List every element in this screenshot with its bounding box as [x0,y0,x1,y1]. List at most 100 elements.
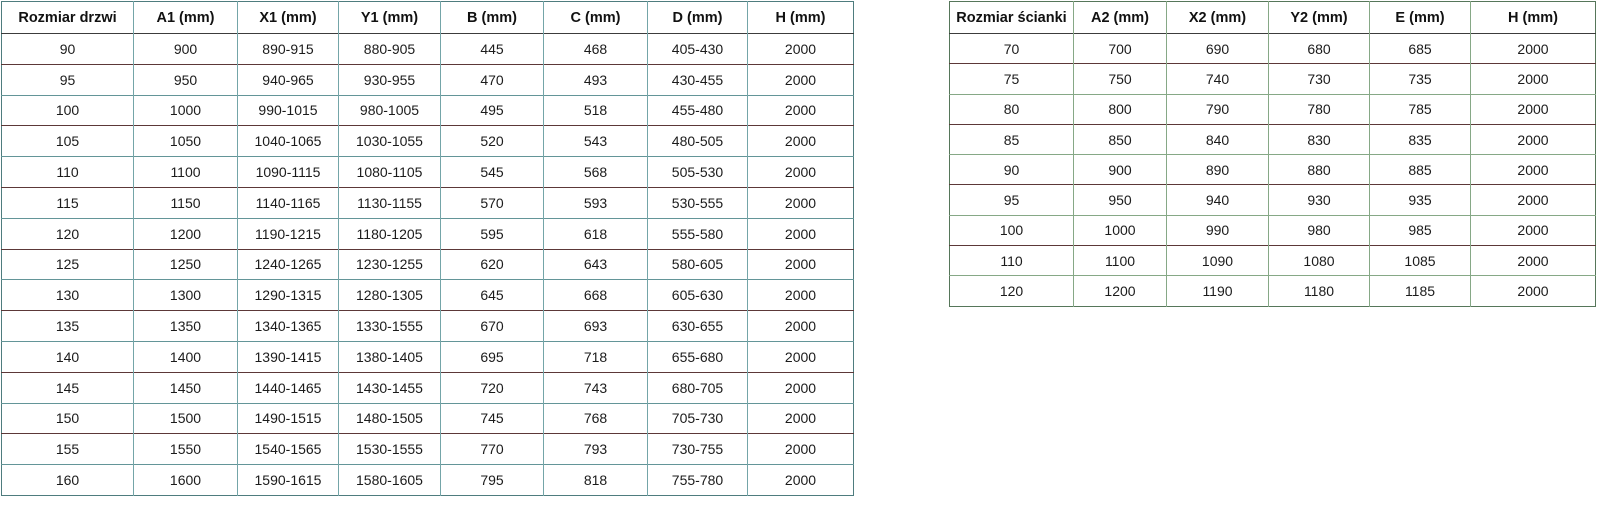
table-cell: 2000 [1470,245,1596,276]
table-cell: 1580-1605 [338,464,441,496]
table-cell: 445 [440,33,544,65]
door-size-table: Rozmiar drzwi A1 (mm) X1 (mm) Y1 (mm) B (mm)… [1,1,854,496]
table-cell: 690 [1166,33,1269,64]
table-cell: 935 [1369,184,1471,216]
column-header: Y1 (mm) [338,1,441,34]
column-header: E (mm) [1369,1,1471,34]
table-cell: 950 [1073,184,1167,216]
column-header: X1 (mm) [237,1,339,34]
table-cell: 900 [1073,154,1167,185]
table-cell: 568 [543,156,648,188]
table-row: 110 1100 1090 1080 1085 2000 [949,245,1596,276]
table-cell: 595 [440,218,544,250]
table-cell: 900 [133,33,238,65]
table-cell: 80 [1003,101,1020,118]
column-header: H (mm) [1470,1,1596,34]
table-cell: 2000 [747,433,854,465]
table-cell: 2000 [1470,33,1596,64]
table-cell: 743 [543,372,648,404]
table-cell: 620 [440,249,544,280]
table-row: 100 1000 990 980 985 2000 [949,215,1596,246]
table-cell: 890 [1166,154,1269,185]
table-cell: 755-780 [647,464,748,496]
table-row: 135 1350 1340-1365 1330-1555 670 693 630-655 20… [1,310,854,342]
table-cell: 705-730 [647,403,748,434]
table-cell: 700 [1073,33,1167,64]
table-row: 90 900 890-915 880-905 445 468 405-430 2000 [1,33,854,65]
table-cell: 1490-1515 [237,403,339,434]
table-cell: 90 [59,40,76,57]
table-cell: 1440-1465 [237,372,339,404]
table-cell: 155 [55,441,80,458]
table-cell: 1085 [1369,245,1471,276]
table-cell: 670 [440,310,544,342]
table-cell: 2000 [747,464,854,496]
table-cell: 1230-1255 [338,249,441,280]
table-cell: 1500 [133,403,238,434]
table-cell: 2000 [747,187,854,219]
column-header: C (mm) [543,1,648,34]
table-row: 80 800 790 780 785 2000 [949,94,1596,125]
table-cell: 1380-1405 [338,341,441,373]
table-cell: 130 [55,287,80,304]
table-cell: 785 [1369,94,1471,125]
table-cell: 2000 [1470,63,1596,95]
table-cell: 543 [543,125,648,157]
table-row: 130 1300 1290-1315 1280-1305 645 668 605-630 20… [1,279,854,311]
table-cell: 160 [55,472,80,489]
table-cell: 1540-1565 [237,433,339,465]
table-cell: 1300 [133,279,238,311]
table-cell: 850 [1073,124,1167,155]
table-cell: 1090-1115 [237,156,339,188]
table-cell: 990 [1166,215,1269,246]
table-cell: 2000 [747,64,854,96]
table-cell: 468 [543,33,648,65]
table-cell: 2000 [1470,94,1596,125]
table-cell: 1000 [133,95,238,126]
table-cell: 740 [1166,63,1269,95]
table-cell: 2000 [1470,154,1596,185]
table-cell: 730 [1268,63,1370,95]
table-cell: 1600 [133,464,238,496]
table-cell: 545 [440,156,544,188]
table-cell: 1080-1105 [338,156,441,188]
table-cell: 720 [440,372,544,404]
table-cell: 1590-1615 [237,464,339,496]
column-header: A2 (mm) [1073,1,1167,34]
table-cell: 930-955 [338,64,441,96]
table-cell: 835 [1369,124,1471,155]
table-cell: 120 [999,283,1024,300]
table-cell: 2000 [747,218,854,250]
table-cell: 990-1015 [237,95,339,126]
table-cell: 830 [1268,124,1370,155]
table-cell: 1190 [1166,275,1269,307]
table-cell: 680 [1268,33,1370,64]
table-cell: 95 [1003,192,1020,209]
table-row: 100 1000 990-1015 980-1005 495 518 455-480 2000 [1,95,854,126]
table-cell: 1290-1315 [237,279,339,311]
table-cell: 1330-1555 [338,310,441,342]
table-row: 145 1450 1440-1465 1430-1455 720 743 680-705 20… [1,372,854,404]
table-cell: 518 [543,95,648,126]
table-cell: 75 [1003,70,1020,87]
table-row: 140 1400 1390-1415 1380-1405 695 718 655-680 20… [1,341,854,373]
table-cell: 100 [999,222,1024,239]
table-cell: 1150 [133,187,238,219]
table-cell: 2000 [747,249,854,280]
table-cell: 735 [1369,63,1471,95]
table-cell: 110 [1000,252,1023,269]
table-cell: 145 [55,379,80,396]
table-cell: 530-555 [647,187,748,219]
table-cell: 105 [55,133,80,150]
table-cell: 1100 [1073,245,1167,276]
table-cell: 745 [440,403,544,434]
table-cell: 645 [440,279,544,311]
table-cell: 1200 [133,218,238,250]
header-row: Rozmiar drzwi A1 (mm) X1 (mm) Y1 (mm) B (mm)… [1,1,854,34]
table-cell: 1200 [1073,275,1167,307]
table-cell: 2000 [747,341,854,373]
table-cell: 605-630 [647,279,748,311]
table-cell: 668 [543,279,648,311]
table-cell: 680-705 [647,372,748,404]
